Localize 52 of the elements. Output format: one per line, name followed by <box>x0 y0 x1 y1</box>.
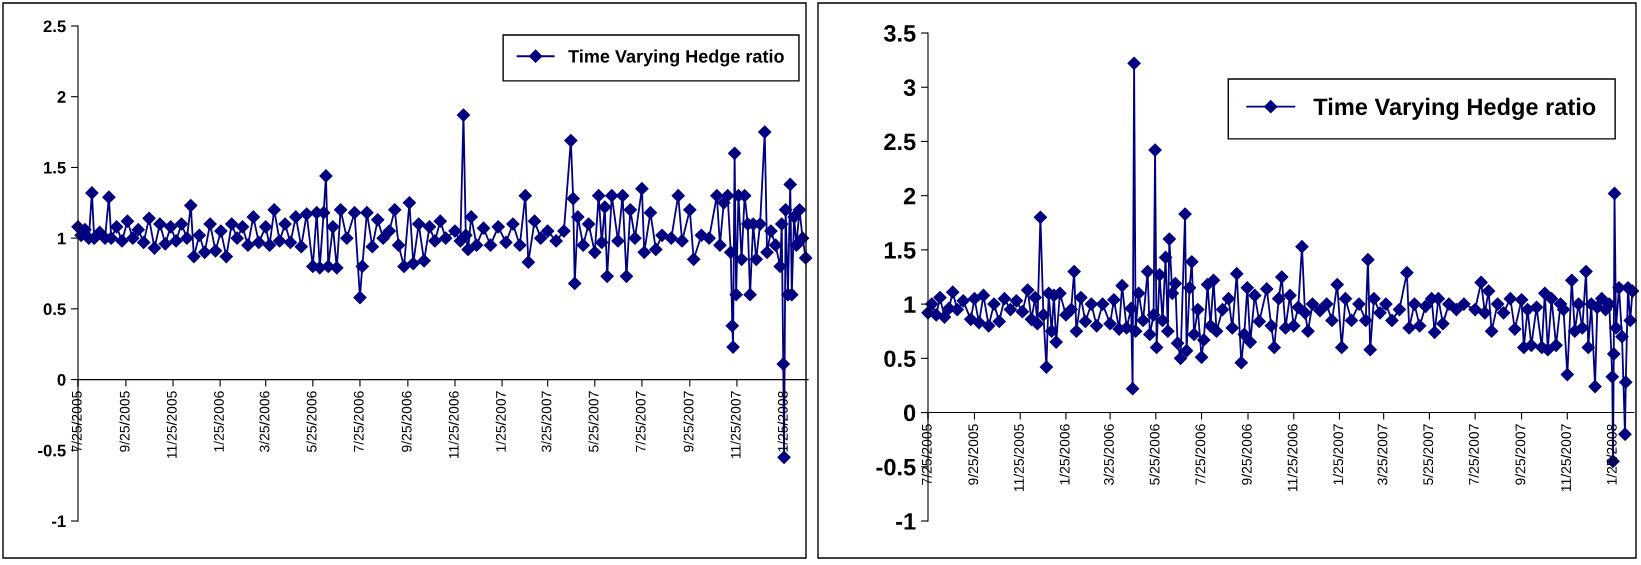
y-tick-label: 0 <box>904 404 916 422</box>
y-tick-label: 0 <box>57 373 66 386</box>
x-tick-label: 11/25/2005 <box>166 391 177 459</box>
x-tick-label: 3/25/2006 <box>1103 424 1114 485</box>
x-tick-label: 9/25/2006 <box>1241 424 1252 485</box>
y-tick-label: 0.5 <box>43 303 66 316</box>
x-tick-label: 11/25/2006 <box>1287 424 1298 492</box>
x-tick-label: 9/25/2007 <box>683 391 694 452</box>
x-tick-label: 1/25/2008 <box>777 391 788 452</box>
x-tick-label: 7/25/2007 <box>635 391 646 452</box>
y-tick-label: 2.5 <box>884 133 916 151</box>
x-tick-label: 9/25/2007 <box>1515 424 1526 485</box>
y-tick-label: 2 <box>57 91 66 103</box>
x-tick-label: 1/25/2007 <box>495 391 506 452</box>
legend-label: Time Varying Hedge ratio <box>1313 97 1596 120</box>
x-tick-label: 3/25/2007 <box>1377 424 1388 485</box>
x-tick-label: 7/25/2006 <box>353 391 364 452</box>
legend-label: Time Varying Hedge ratio <box>568 49 784 67</box>
y-tick-label: 1 <box>904 296 916 313</box>
y-tick-label: 3.5 <box>883 25 916 42</box>
x-tick-label: 9/25/2006 <box>401 391 412 452</box>
y-tick-label: -0.5 <box>38 444 66 457</box>
y-tick-label: 1.5 <box>884 242 916 259</box>
y-tick-label: 1.5 <box>44 162 66 174</box>
x-tick-label: 1/25/2008 <box>1606 424 1617 485</box>
y-tick-label: 3 <box>903 79 916 97</box>
y-tick-label: -1 <box>52 515 66 528</box>
x-tick-label: 11/25/2006 <box>448 391 459 459</box>
x-tick-label: 7/25/2006 <box>1195 424 1206 485</box>
x-tick-label: 9/25/2005 <box>119 391 130 452</box>
x-tick-label: 7/25/2005 <box>71 391 82 452</box>
x-tick-label: 1/25/2006 <box>213 391 224 452</box>
x-tick-label: 5/25/2006 <box>1149 424 1160 485</box>
x-tick-label: 5/25/2007 <box>1422 424 1434 485</box>
x-tick-label: 5/25/2006 <box>306 391 317 452</box>
y-tick-label: 1 <box>57 232 66 245</box>
y-tick-label: 2.5 <box>43 20 66 33</box>
x-tick-label: 7/25/2007 <box>1468 424 1479 485</box>
x-tick-label: 7/25/2005 <box>921 424 932 485</box>
y-tick-label: -0.5 <box>876 458 916 476</box>
x-tick-label: 1/25/2006 <box>1059 424 1070 485</box>
x-tick-label: 11/25/2007 <box>1560 424 1572 492</box>
x-tick-label: 5/25/2007 <box>588 391 599 452</box>
x-tick-label: 11/25/2007 <box>730 391 741 459</box>
x-tick-label: 3/25/2007 <box>541 391 552 452</box>
y-tick-label: 0.5 <box>884 350 916 368</box>
x-tick-label: 3/25/2006 <box>259 391 270 452</box>
x-tick-label: 1/25/2007 <box>1332 424 1344 485</box>
x-tick-label: 9/25/2005 <box>967 424 979 485</box>
y-tick-label: -1 <box>896 513 916 530</box>
y-tick-label: 2 <box>903 187 916 205</box>
x-tick-label: 11/25/2005 <box>1013 424 1024 492</box>
